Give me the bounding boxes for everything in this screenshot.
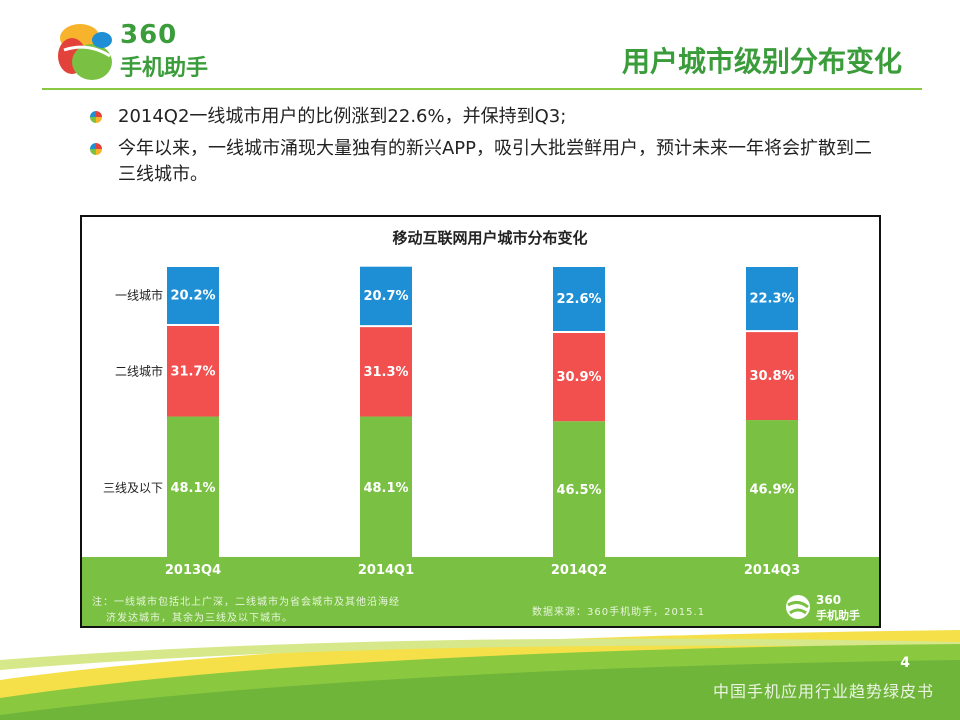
- chart-footer-band: [82, 557, 879, 626]
- bullet-text: 2014Q2一线城市用户的比例涨到22.6%，并保持到Q3;: [118, 106, 567, 127]
- footer-logo-text: 手机助手: [816, 609, 860, 622]
- bullet-icon: [90, 143, 102, 155]
- category-label: 2014Q1: [357, 563, 415, 578]
- page-number: 4: [900, 655, 910, 671]
- bar-segment: [553, 332, 605, 422]
- bar-segment: [360, 327, 412, 417]
- category-label: 2013Q4: [164, 563, 222, 578]
- data-label: 22.3%: [749, 292, 794, 307]
- stacked-bar-chart: 移动互联网用户城市分布变化 48.1% 31.7% 20.2% 48.1% 31.3% 2…: [103, 229, 798, 557]
- data-label: 30.8%: [749, 369, 794, 384]
- bar-segment: [746, 420, 798, 557]
- logo-text-360: 360: [120, 20, 178, 50]
- series-label: 一线城市: [115, 287, 163, 302]
- bar-segment: [553, 421, 605, 557]
- decorative-swoosh: [0, 630, 960, 720]
- bar-segment: [360, 416, 412, 557]
- bullet-item: 2014Q2一线城市用户的比例涨到22.6%，并保持到Q3;: [90, 104, 890, 130]
- page-title: 用户城市级别分布变化: [621, 45, 902, 78]
- bullet-text: 今年以来，一线城市涌现大量独有的新兴APP，吸引大批尝鲜用户，预计未来一年将会扩…: [118, 138, 873, 185]
- data-label: 48.1%: [170, 481, 215, 496]
- series-label: 三线及以下: [103, 481, 163, 495]
- chart-source: 数据来源：360手机助手，2015.1: [532, 607, 706, 618]
- bar-segment: [553, 267, 605, 331]
- bar-segment: [167, 325, 219, 417]
- chart-panel: 移动互联网用户城市分布变化 48.1% 31.7% 20.2% 48.1% 31.3% 2…: [80, 215, 881, 628]
- chart-note: 注：一线城市包括北上广深，二线城市为省会城市及其他沿海经 济发达城市，其余为三线…: [92, 595, 400, 627]
- bullet-item: 今年以来，一线城市涌现大量独有的新兴APP，吸引大批尝鲜用户，预计未来一年将会扩…: [90, 136, 890, 188]
- title-divider: [42, 88, 922, 90]
- bar-segment: [746, 332, 798, 421]
- series-label: 二线城市: [115, 363, 163, 378]
- footer-logo-icon: [786, 595, 810, 619]
- logo-icon: [58, 24, 112, 80]
- watermark: 中国手机应用行业趋势绿皮书: [712, 682, 934, 701]
- category-label: 2014Q3: [743, 563, 801, 578]
- bullet-icon: [90, 111, 102, 123]
- data-label: 20.7%: [363, 289, 408, 304]
- logo-text-app: 手机助手: [120, 56, 209, 81]
- data-label: 46.5%: [556, 483, 601, 498]
- bar-segment: [167, 416, 219, 557]
- data-label: 20.2%: [170, 288, 215, 303]
- category-label: 2014Q2: [550, 563, 608, 578]
- data-label: 31.3%: [363, 365, 408, 380]
- chart-note-line: 济发达城市，其余为三线及以下城市。: [106, 613, 293, 624]
- footer-logo-text: 360: [816, 593, 842, 607]
- data-label: 30.9%: [556, 370, 601, 385]
- bullet-list: 2014Q2一线城市用户的比例涨到22.6%，并保持到Q3; 今年以来，一线城市…: [90, 104, 890, 194]
- data-label: 48.1%: [363, 481, 408, 496]
- data-label: 46.9%: [749, 483, 794, 498]
- data-label: 22.6%: [556, 292, 601, 307]
- data-label: 31.7%: [170, 364, 215, 379]
- chart-title: 移动互联网用户城市分布变化: [392, 229, 587, 247]
- chart-note-line: 注：一线城市包括北上广深，二线城市为省会城市及其他沿海经: [92, 597, 400, 608]
- bar-segment: [746, 267, 798, 331]
- footer-logo: 360 手机助手: [784, 593, 864, 623]
- bar-segment: [360, 266, 412, 326]
- bar-segment: [167, 267, 219, 324]
